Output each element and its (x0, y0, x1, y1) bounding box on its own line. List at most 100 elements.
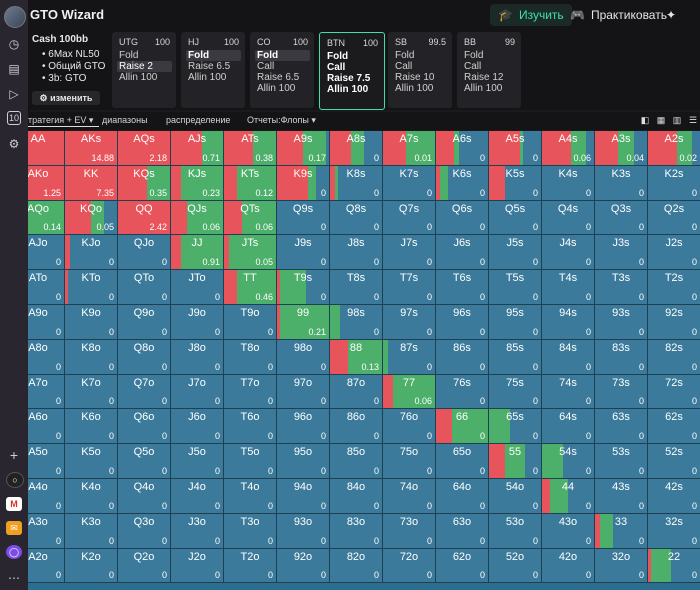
hand-cell[interactable]: K2o 0 (65, 548, 118, 584)
hand-cell[interactable]: 55 0 (489, 444, 542, 479)
hand-cell[interactable]: J7s 0 (383, 235, 436, 271)
hand-cell[interactable]: 52s 0 (648, 444, 700, 479)
hand-cell[interactable]: 82o 0 (330, 548, 383, 584)
hand-cell[interactable]: QTs 0.06 (224, 200, 277, 236)
hand-cell[interactable]: A7s 0.01 (383, 131, 436, 166)
hand-cell[interactable]: K3o 0 (65, 513, 118, 549)
hand-cell[interactable]: 94s 0 (542, 305, 595, 340)
hand-cell[interactable]: K7o 0 (65, 374, 118, 410)
hand-cell[interactable]: 62s 0 (648, 409, 700, 445)
mail-app-icon[interactable]: ✉ (6, 521, 22, 535)
action-option[interactable]: Fold (255, 50, 310, 61)
hand-cell[interactable]: QTo 0 (118, 270, 171, 305)
hand-cell[interactable]: 32o 0 (595, 548, 648, 584)
hand-cell[interactable]: 42o 0 (542, 548, 595, 584)
hand-cell[interactable]: 72s 0 (648, 374, 700, 410)
action-option[interactable]: Fold (119, 50, 139, 61)
hand-cell[interactable]: 84o 0 (330, 479, 383, 514)
action-option[interactable]: Allin 100 (395, 83, 434, 94)
hand-cell[interactable]: 97o 0 (277, 374, 330, 410)
hand-cell[interactable]: Q9s 0 (277, 200, 330, 236)
hand-cell[interactable]: 94o 0 (277, 479, 330, 514)
tab-reports-flops[interactable]: Отчеты:Флопы ▾ (247, 115, 316, 125)
hand-cell[interactable]: T8s 0 (330, 270, 383, 305)
hand-cell[interactable]: 95o 0 (277, 444, 330, 479)
hand-cell[interactable]: K3s 0 (595, 165, 648, 201)
hand-cell[interactable]: Q3o 0 (118, 513, 171, 549)
hand-cell[interactable]: Q8o 0 (118, 339, 171, 375)
hand-cell[interactable]: J8o 0 (171, 339, 224, 375)
hand-cell[interactable]: J6o 0 (171, 409, 224, 445)
hand-cell[interactable]: 32s 0 (648, 513, 700, 549)
hand-cell[interactable]: 66 0 (436, 409, 489, 445)
hand-cell[interactable]: J2s 0 (648, 235, 700, 271)
hand-cell[interactable]: JJ 0.91 (171, 235, 224, 271)
hand-cell[interactable]: A2o 0 (28, 548, 65, 584)
hand-cell[interactable]: J7o 0 (171, 374, 224, 410)
hand-cell[interactable]: A8o 0 (28, 339, 65, 375)
hand-cell[interactable]: K8o 0 (65, 339, 118, 375)
hand-cell[interactable]: AJs 0.71 (171, 131, 224, 166)
hand-cell[interactable]: A9s 0.17 (277, 131, 330, 166)
hand-cell[interactable]: J3o 0 (171, 513, 224, 549)
position-card-co[interactable]: CO 100 Fold Call Raise 6.5 Allin 100 (250, 32, 314, 108)
hand-cell[interactable]: 54o 0 (489, 479, 542, 514)
hand-cell[interactable]: A4o 0 (28, 479, 65, 514)
hand-cell[interactable]: KJo 0 (65, 235, 118, 271)
hand-cell[interactable]: QQ 2.42 (118, 200, 171, 236)
hand-cell[interactable]: 63s 0 (595, 409, 648, 445)
tab-distribution[interactable]: распределение (166, 115, 230, 125)
change-settings-button[interactable]: ⚙ изменить (32, 91, 100, 105)
hand-cell[interactable]: 73s 0 (595, 374, 648, 410)
action-option[interactable]: Raise 6.5 (188, 61, 231, 72)
hand-cell[interactable]: A6s 0 (436, 131, 489, 166)
hand-cell[interactable]: Q7o 0 (118, 374, 171, 410)
action-option[interactable]: Fold (327, 51, 349, 62)
hand-cell[interactable]: K2s 0 (648, 165, 700, 201)
hand-cell[interactable]: 96o 0 (277, 409, 330, 445)
hand-cell[interactable]: 75o 0 (383, 444, 436, 479)
hand-cell[interactable]: ATo 0 (28, 270, 65, 305)
hand-cell[interactable]: Q6o 0 (118, 409, 171, 445)
hand-cell[interactable]: 99 0.21 (277, 305, 330, 340)
hand-cell[interactable]: QJo 0 (118, 235, 171, 271)
action-option[interactable]: Raise 7.5 (327, 73, 371, 84)
avatar[interactable] (4, 6, 26, 28)
action-option[interactable]: Fold (464, 50, 484, 61)
action-option[interactable]: Allin 100 (464, 83, 503, 94)
hand-cell[interactable]: 85o 0 (330, 444, 383, 479)
plus-icon[interactable]: + (9, 447, 19, 463)
hand-cell[interactable]: T5s 0 (489, 270, 542, 305)
hand-cell[interactable]: A2s 0.02 (648, 131, 700, 166)
hand-cell[interactable]: 54s 0 (542, 444, 595, 479)
hand-cell[interactable]: 76o 0 (383, 409, 436, 445)
hand-cell[interactable]: J4o 0 (171, 479, 224, 514)
hand-cell[interactable]: A3s 0.04 (595, 131, 648, 166)
hand-cell[interactable]: 64s 0 (542, 409, 595, 445)
hand-cell[interactable]: Q4o 0 (118, 479, 171, 514)
hand-cell[interactable]: 75s 0 (489, 374, 542, 410)
clock-icon[interactable]: ◷ (8, 37, 20, 51)
action-option[interactable]: Raise 10 (395, 72, 435, 83)
hand-cell[interactable]: 53o 0 (489, 513, 542, 549)
action-option[interactable]: Raise 12 (464, 72, 504, 83)
hand-cell[interactable]: 42s 0 (648, 479, 700, 514)
action-option[interactable]: Call (257, 61, 275, 72)
hand-cell[interactable]: AQs 2.18 (118, 131, 171, 166)
hand-cell[interactable]: 53s 0 (595, 444, 648, 479)
hand-cell[interactable]: 87s 0 (383, 339, 436, 375)
action-option[interactable]: Call (395, 61, 413, 72)
hand-cell[interactable]: J4s 0 (542, 235, 595, 271)
hand-cell[interactable]: K6s 0 (436, 165, 489, 201)
hand-cell[interactable]: Q2s 0 (648, 200, 700, 236)
play-icon[interactable]: ▷ (9, 87, 19, 101)
hand-cell[interactable]: KJs 0.23 (171, 165, 224, 201)
hand-cell[interactable]: 93s 0 (595, 305, 648, 340)
more-icon[interactable]: ⋯ (8, 571, 20, 585)
hand-cell[interactable]: T9s 0 (277, 270, 330, 305)
hand-cell[interactable]: T8o 0 (224, 339, 277, 375)
hand-cell[interactable]: A8s 0 (330, 131, 383, 166)
hand-cell[interactable]: K5s 0 (489, 165, 542, 201)
hand-cell[interactable]: 87o 0 (330, 374, 383, 410)
hand-cell[interactable]: A4s 0.06 (542, 131, 595, 166)
